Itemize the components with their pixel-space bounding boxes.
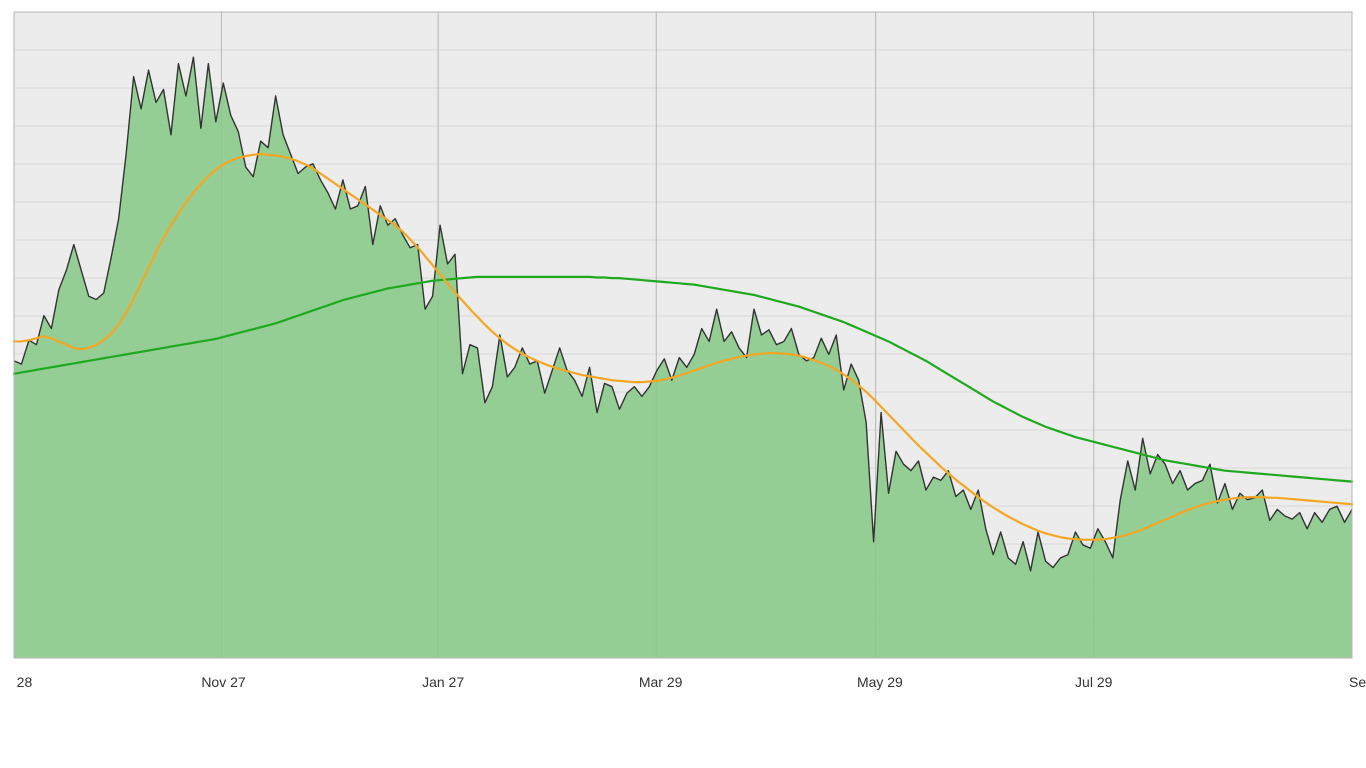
- x-axis-label: Jan 27: [422, 674, 464, 690]
- x-axis-label: Se: [1349, 674, 1366, 690]
- x-axis-label: May 29: [857, 674, 903, 690]
- x-axis-label: Nov 27: [201, 674, 245, 690]
- stock-chart: 28 Nov 27 Jan 27 Mar 29 May 29 Jul 29 Se: [0, 0, 1366, 768]
- x-axis-label: Mar 29: [639, 674, 683, 690]
- x-axis-label: 28: [17, 674, 33, 690]
- chart-canvas: [0, 0, 1366, 768]
- x-axis-label: Jul 29: [1075, 674, 1112, 690]
